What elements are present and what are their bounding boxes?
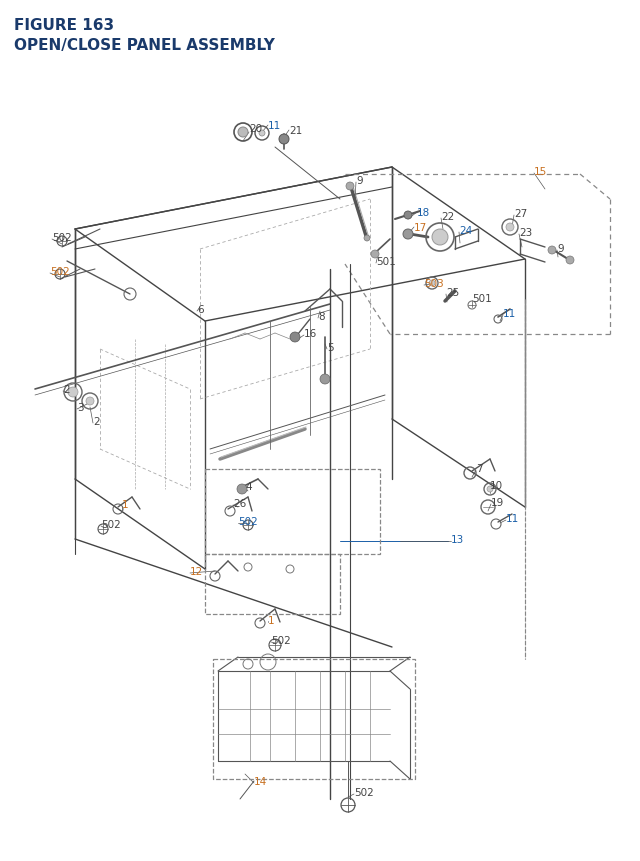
Text: 12: 12: [190, 567, 204, 576]
Circle shape: [237, 485, 247, 494]
Circle shape: [68, 387, 78, 398]
Circle shape: [404, 212, 412, 220]
Text: 19: 19: [491, 498, 504, 507]
Circle shape: [371, 251, 379, 258]
Circle shape: [259, 131, 265, 137]
Text: 11: 11: [268, 121, 281, 131]
Text: 22: 22: [441, 212, 454, 222]
Circle shape: [346, 183, 354, 191]
Text: 5: 5: [327, 343, 333, 353]
Text: 13: 13: [451, 535, 464, 544]
Text: 6: 6: [197, 305, 204, 314]
Text: 23: 23: [519, 228, 532, 238]
Text: 20: 20: [249, 124, 262, 133]
Text: 501: 501: [472, 294, 492, 304]
Text: 9: 9: [557, 244, 564, 254]
Text: 502: 502: [271, 635, 291, 645]
Circle shape: [290, 332, 300, 343]
Text: 503: 503: [424, 279, 444, 288]
Circle shape: [432, 230, 448, 245]
Circle shape: [364, 236, 370, 242]
Text: 502: 502: [238, 517, 258, 526]
Circle shape: [86, 398, 94, 406]
Text: 11: 11: [503, 308, 516, 319]
Text: 1: 1: [268, 616, 275, 625]
Text: OPEN/CLOSE PANEL ASSEMBLY: OPEN/CLOSE PANEL ASSEMBLY: [14, 38, 275, 53]
Bar: [205, 554, 340, 614]
Text: FIGURE 163: FIGURE 163: [14, 18, 114, 33]
Text: 9: 9: [356, 176, 363, 186]
Circle shape: [429, 281, 435, 287]
Text: 11: 11: [506, 513, 519, 523]
Text: 2: 2: [63, 385, 70, 394]
Bar: [213, 660, 415, 779]
Circle shape: [279, 135, 289, 145]
Text: 14: 14: [254, 776, 268, 786]
Text: 501: 501: [376, 257, 396, 267]
Circle shape: [487, 486, 493, 492]
Bar: [205, 469, 380, 554]
Text: 21: 21: [289, 126, 302, 136]
Text: 15: 15: [534, 167, 547, 177]
Circle shape: [506, 224, 514, 232]
Text: 502: 502: [52, 232, 72, 243]
Text: 7: 7: [476, 463, 483, 474]
Text: 27: 27: [514, 208, 527, 219]
Circle shape: [238, 127, 248, 138]
Text: 17: 17: [414, 223, 428, 232]
Text: 2: 2: [93, 417, 100, 426]
Text: 502: 502: [50, 267, 70, 276]
Text: 25: 25: [446, 288, 460, 298]
Text: 26: 26: [233, 499, 246, 508]
Text: 24: 24: [459, 226, 472, 236]
Text: 16: 16: [304, 329, 317, 338]
Text: 3: 3: [77, 403, 84, 412]
Text: 8: 8: [318, 312, 324, 322]
Text: 10: 10: [490, 480, 503, 491]
Text: 1: 1: [122, 499, 129, 510]
Circle shape: [566, 257, 574, 264]
Text: 18: 18: [417, 208, 430, 218]
Text: 502: 502: [354, 787, 374, 797]
Circle shape: [320, 375, 330, 385]
Text: 502: 502: [101, 519, 121, 530]
Circle shape: [548, 247, 556, 255]
Text: 4: 4: [245, 481, 252, 492]
Circle shape: [403, 230, 413, 239]
